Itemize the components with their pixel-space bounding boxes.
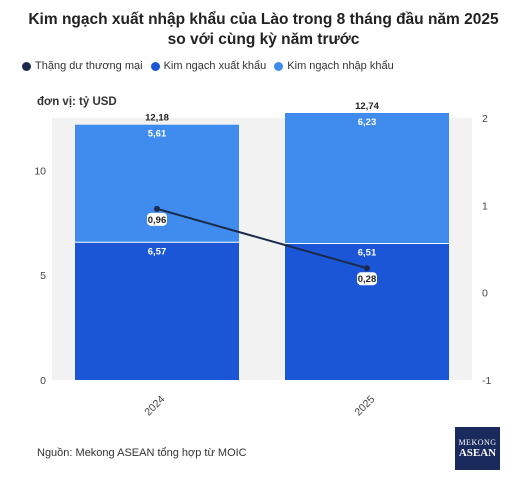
balance-label-bg	[357, 272, 377, 286]
total-label: 12,18	[145, 113, 169, 124]
legend-item-export: Kim ngạch xuất khẩu	[150, 60, 267, 72]
mekong-asean-logo: MEKONG ASEAN	[455, 427, 500, 470]
chart-title: Kim ngạch xuất nhập khẩu của Lào trong 8…	[28, 11, 499, 48]
legend-label-balance: Thặng dư thương mại	[35, 60, 143, 72]
export-value-label: 6,57	[148, 246, 167, 257]
legend: Thặng dư thương mại Kim ngạch xuất khẩu …	[22, 60, 402, 72]
balance-label-bg	[147, 212, 167, 226]
y-left-tick-label: 10	[34, 165, 46, 177]
total-label: 12,74	[355, 101, 379, 112]
legend-label-import: Kim ngạch nhập khẩu	[287, 60, 394, 72]
legend-swatch-import	[274, 61, 284, 71]
bar-import	[285, 112, 449, 244]
y-right-tick-label: -1	[482, 375, 491, 387]
balance-point	[364, 265, 370, 272]
unit-label: đơn vị: tỷ USD	[37, 96, 117, 108]
legend-item-import: Kim ngạch nhập khẩu	[274, 60, 394, 72]
source-note: Nguồn: Mekong ASEAN tổng hợp từ MOIC	[37, 447, 247, 459]
import-value-label: 5,61	[148, 129, 167, 140]
logo-line1: MEKONG	[458, 438, 497, 447]
y-right-tick-label: 0	[482, 288, 488, 300]
bar-export	[75, 242, 239, 380]
import-value-label: 6,23	[358, 117, 377, 128]
y-left-tick-label: 5	[40, 270, 46, 282]
x-tick-label: 2024	[142, 393, 167, 418]
legend-swatch-balance	[22, 61, 31, 71]
x-tick-label: 2025	[352, 393, 377, 418]
legend-swatch-export	[150, 61, 160, 71]
legend-label-export: Kim ngạch xuất khẩu	[163, 60, 267, 72]
balance-value-label: 0,28	[358, 274, 377, 285]
export-value-label: 6,51	[358, 248, 377, 259]
balance-line	[156, 207, 368, 270]
y-right-tick-label: 1	[482, 200, 488, 212]
legend-item-balance: Thặng dư thương mại	[22, 60, 143, 72]
y-right-tick-label: 2	[482, 113, 488, 125]
logo-line2: ASEAN	[458, 447, 497, 459]
bar-export	[285, 243, 449, 380]
balance-value-label: 0,96	[148, 215, 167, 226]
balance-point	[154, 205, 160, 212]
y-left-tick-label: 0	[40, 375, 46, 387]
